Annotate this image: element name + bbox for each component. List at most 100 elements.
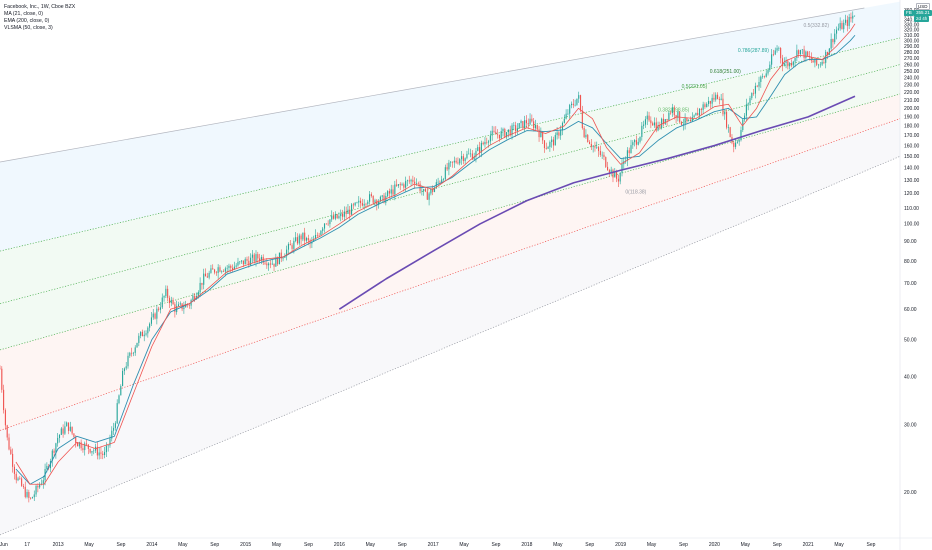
channel-band — [0, 118, 900, 535]
fib-level-label: 0.786(287.89) — [738, 48, 769, 54]
candle-body — [635, 140, 637, 145]
candle-body — [785, 61, 787, 63]
candle-body — [259, 258, 261, 261]
legend-ema[interactable]: EMA (200, close, 0) — [4, 18, 50, 24]
candle-body — [31, 497, 34, 499]
candle-body — [590, 143, 592, 147]
candle-body — [123, 368, 125, 372]
candle-body — [275, 257, 277, 267]
candle-body — [84, 443, 86, 451]
price-tick-label: 140.00 — [904, 166, 920, 172]
candle-body — [844, 19, 847, 23]
candle-body — [37, 485, 39, 488]
legend-vlsma[interactable]: VLSMA (50, close, 3) — [4, 25, 53, 31]
candle-body — [794, 58, 796, 62]
candle-body — [145, 333, 147, 335]
candle-body — [116, 403, 118, 424]
candle-body — [131, 352, 133, 354]
candle-body — [405, 181, 407, 188]
candle-body — [729, 127, 731, 138]
candle-body — [608, 170, 610, 173]
candle-body — [268, 263, 270, 266]
candle-body — [203, 273, 205, 285]
candle-body — [69, 426, 71, 431]
candle-body — [579, 95, 582, 111]
candle-body — [453, 160, 455, 163]
ticker-tag: FB — [904, 9, 914, 16]
candle-body — [304, 232, 306, 241]
price-tick-label: 60.00 — [904, 307, 917, 313]
candle-body — [740, 130, 742, 141]
legend-symbol[interactable]: Facebook, Inc., 1W, Cboe BZX — [4, 4, 76, 10]
candle-body — [336, 214, 338, 219]
time-tick-label: 2020 — [709, 542, 720, 548]
time-tick-label: Sep — [210, 542, 219, 548]
candle-body — [826, 51, 829, 55]
candle-body — [538, 129, 540, 138]
candle-body — [479, 147, 481, 153]
legend-ma[interactable]: MA (21, close, 0) — [4, 11, 43, 17]
candle-body — [129, 352, 131, 356]
candle-body — [466, 153, 468, 159]
candle-body — [783, 62, 785, 66]
candle-body — [85, 443, 88, 445]
price-tick-label: 170.00 — [904, 133, 920, 139]
candle-body — [722, 98, 724, 115]
candle-body — [610, 169, 612, 173]
candle-body — [170, 299, 172, 304]
time-tick-label: 2015 — [240, 542, 251, 548]
time-tick-label: 17 — [24, 542, 30, 548]
candle-body — [774, 50, 776, 55]
candle-body — [812, 60, 814, 63]
channel-band — [0, 64, 900, 350]
candle-body — [257, 254, 259, 259]
candle-body — [747, 103, 749, 105]
price-tick-label: 20.00 — [904, 490, 917, 496]
time-axis[interactable]: Jun 17 2013 May Sep 2014 May Sep 2015 May Sep 2016 M… — [0, 542, 876, 548]
candle-body — [753, 92, 755, 94]
candle-body — [295, 237, 297, 241]
candle-body — [724, 111, 726, 115]
candle-body — [850, 17, 852, 19]
candle-body — [680, 121, 683, 125]
candle-body — [805, 51, 807, 58]
candle-body — [424, 189, 427, 192]
candle-body — [781, 58, 784, 66]
candle-body — [132, 352, 134, 354]
price-axis[interactable]: 20.00 30.00 40.00 50.00 60.00 70.00 80.00 90.00… — [904, 8, 920, 496]
time-tick-label: May — [553, 542, 563, 548]
price-tick-label: 40.00 — [904, 374, 917, 380]
candle-body — [334, 214, 336, 219]
candle-body — [224, 268, 226, 272]
time-tick-label: 2019 — [615, 542, 626, 548]
candle-body — [329, 219, 331, 225]
currency-label[interactable]: USD — [916, 3, 930, 10]
candle-body — [830, 39, 832, 49]
candle-body — [843, 22, 845, 30]
candle-body — [484, 142, 486, 145]
candle-body — [433, 187, 436, 192]
candle-body — [138, 335, 140, 343]
candle-body — [392, 189, 394, 195]
candle-body — [134, 347, 136, 353]
candle-body — [437, 181, 439, 183]
price-tick-label: 320.00 — [904, 28, 920, 34]
candle-body — [727, 127, 729, 128]
candle-body — [495, 131, 497, 135]
time-tick-label: Sep — [304, 542, 313, 548]
candle-body — [854, 15, 856, 17]
price-tick-label: 180.00 — [904, 124, 920, 130]
candle-body — [379, 196, 381, 202]
candle-body — [167, 288, 169, 298]
candle-body — [578, 95, 580, 99]
candle-body — [260, 256, 262, 261]
candle-body — [57, 437, 59, 444]
candle-body — [98, 452, 100, 456]
candle-body — [585, 134, 587, 138]
candle-body — [408, 180, 410, 182]
candle-body — [742, 119, 744, 131]
candle-body — [102, 453, 104, 455]
price-tick-label: 210.00 — [904, 98, 920, 104]
candle-body — [177, 304, 180, 307]
